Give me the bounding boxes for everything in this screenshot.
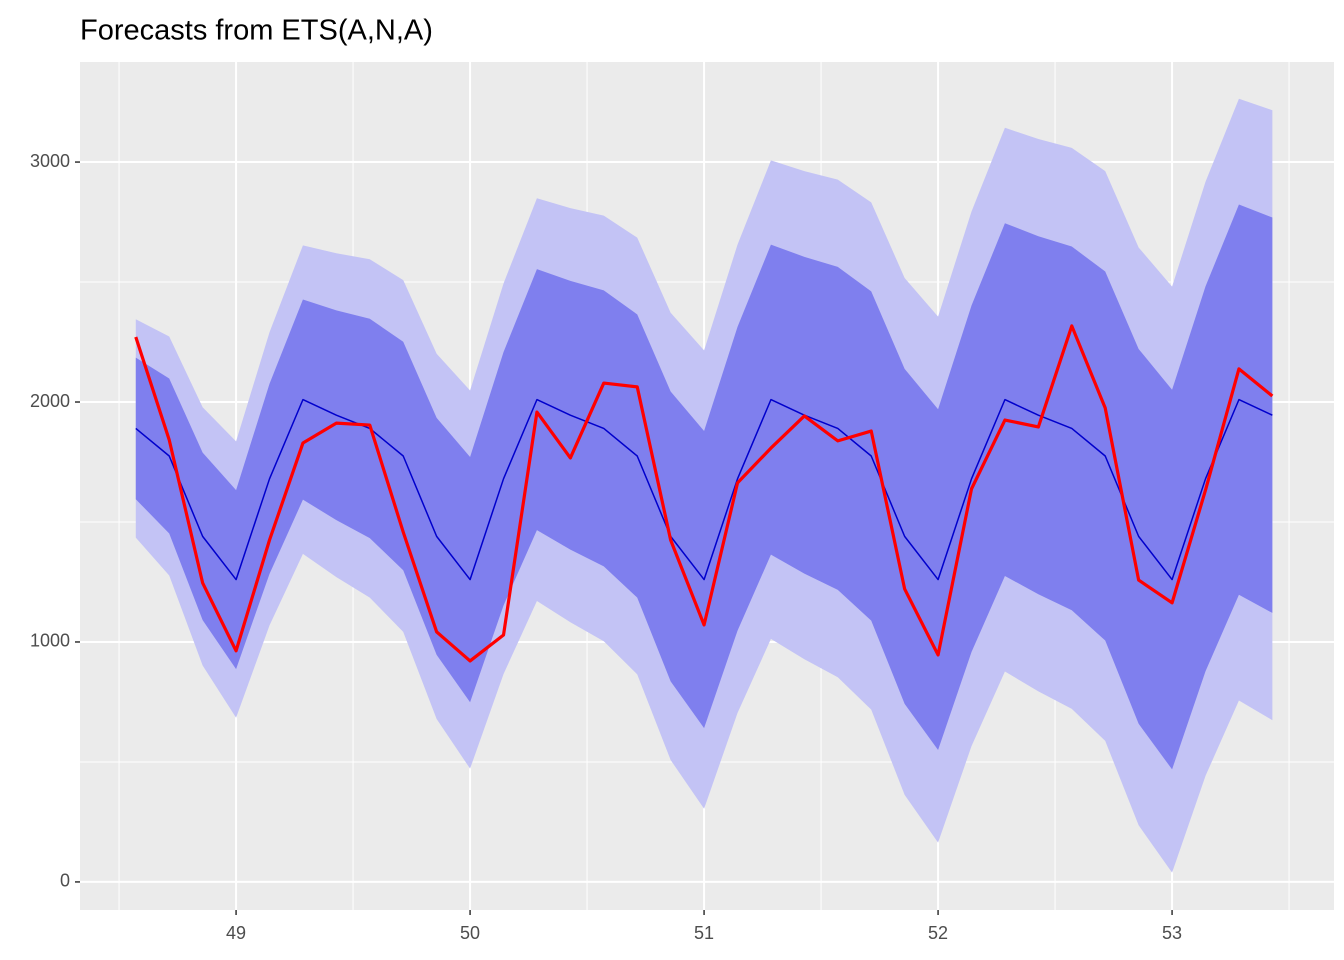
x-tick-label: 51 xyxy=(694,923,714,943)
series-line xyxy=(135,398,1273,581)
x-tick-label: 53 xyxy=(1162,923,1182,943)
prediction-band xyxy=(135,204,1273,770)
x-tick-label: 49 xyxy=(226,923,246,943)
y-tick-label: 0 xyxy=(60,871,70,891)
x-tick-label: 50 xyxy=(460,923,480,943)
series-line xyxy=(134,324,1274,663)
y-tick-label: 1000 xyxy=(30,631,70,651)
chart-title: Forecasts from ETS(A,N,A) xyxy=(80,15,433,47)
x-tick-label: 52 xyxy=(928,923,948,943)
y-tick-label: 2000 xyxy=(30,391,70,411)
y-tick-label: 3000 xyxy=(30,151,70,171)
